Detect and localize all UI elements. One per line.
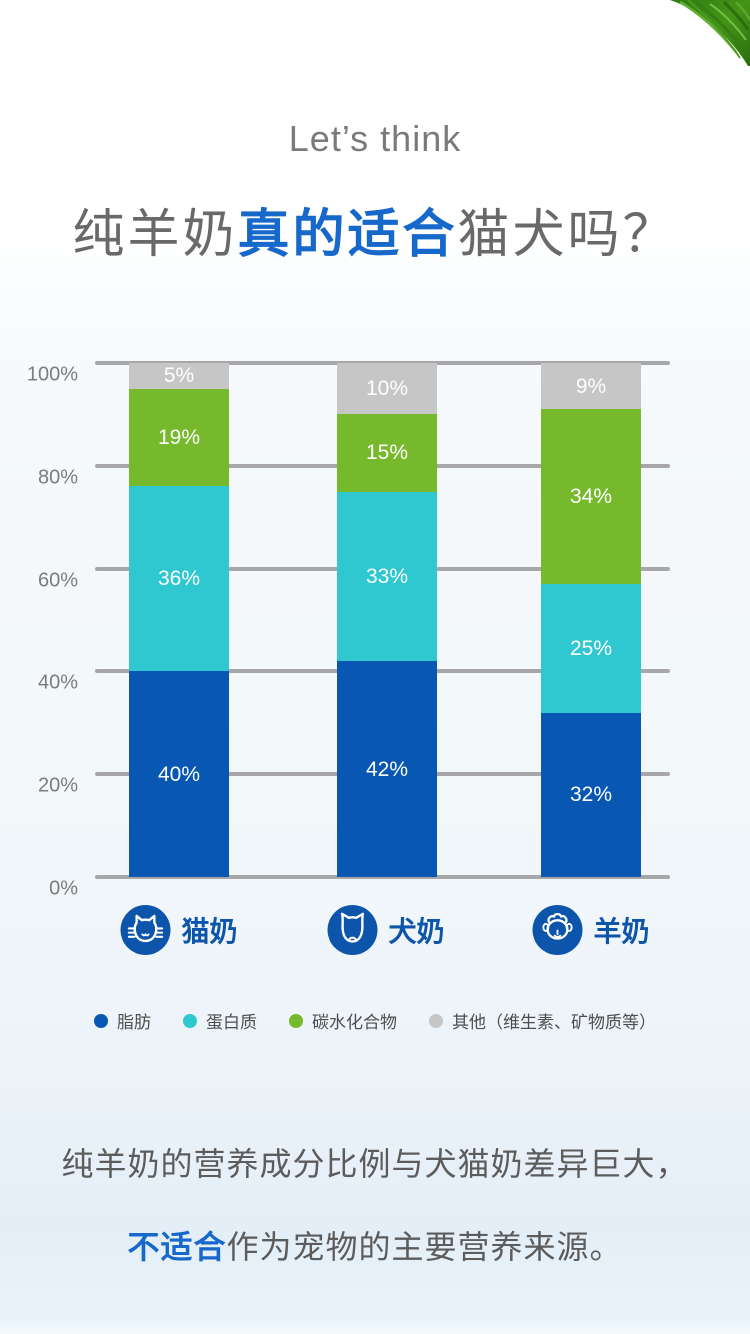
- bar-segment-fat: 42%: [337, 661, 437, 877]
- bar-segment-value: 36%: [157, 567, 201, 591]
- bar-segment-carbohydrate: 15%: [337, 414, 437, 492]
- bar-segment-value: 42%: [365, 757, 409, 781]
- category-label: 猫奶: [181, 916, 238, 947]
- y-axis-tick-label: 100%: [26, 363, 78, 386]
- bar-segment-value: 32%: [569, 783, 613, 807]
- legend-dot-other: [429, 1013, 443, 1028]
- category-item-dog-milk: 犬奶: [327, 905, 445, 955]
- legend-item-protein: 蛋白质: [183, 1008, 257, 1033]
- legend-dot-protein: [183, 1013, 197, 1028]
- conclusion-highlight: 不适合: [127, 1229, 227, 1265]
- legend-item-fat: 脂肪: [94, 1008, 151, 1033]
- bar-segment-other: 10%: [337, 363, 437, 415]
- bar-segment-value: 5%: [163, 364, 195, 388]
- category-item-goat-milk: 羊奶: [532, 905, 650, 955]
- gridline: [95, 361, 670, 365]
- page-title: 纯羊奶真的适合猫犬吗？: [0, 192, 750, 267]
- bar-segment-value: 33%: [365, 564, 409, 588]
- bar-segment-value: 9%: [575, 374, 607, 398]
- conclusion-rest: 作为宠物的主要营养来源。: [226, 1229, 623, 1265]
- bar-segment-carbohydrate: 34%: [541, 409, 641, 585]
- eyebrow-title: Let’s think: [288, 118, 462, 159]
- legend-label: 蛋白质: [206, 1013, 257, 1032]
- chart-legend: 脂肪 蛋白质 碳水化合物 其他（维生素、矿物质等）: [0, 1008, 750, 1033]
- bar-segment-value: 40%: [157, 762, 201, 786]
- bar-segment-fat: 40%: [129, 671, 229, 877]
- legend-item-carbohydrate: 碳水化合物: [289, 1008, 397, 1033]
- legend-label: 其他（维生素、矿物质等）: [452, 1013, 656, 1032]
- title-suffix: 猫犬吗？: [457, 206, 678, 264]
- bar-segment-carbohydrate: 19%: [129, 388, 229, 487]
- category-item-cat-milk: 猫奶: [120, 905, 238, 955]
- category-label-row: 猫奶 犬奶 羊奶: [0, 905, 750, 965]
- y-axis-tick-label: 0%: [49, 877, 78, 900]
- legend-dot-fat: [94, 1013, 108, 1028]
- bar-segment-protein: 25%: [541, 584, 641, 713]
- grass-icon: [670, 0, 750, 66]
- bar-column-cat-milk: 40% 36% 19% 5%: [129, 363, 229, 877]
- sheep-icon: [532, 905, 583, 955]
- y-axis-tick-label: 80%: [37, 466, 78, 489]
- bar-column-goat-milk: 32% 25% 34% 9%: [541, 363, 641, 877]
- cat-icon: [120, 905, 171, 955]
- bar-segment-other: 9%: [541, 363, 641, 410]
- title-highlight: 真的适合: [237, 206, 458, 264]
- y-axis-tick-label: 20%: [37, 774, 78, 797]
- grass-decoration: [670, 0, 750, 66]
- y-axis-tick-label: 40%: [37, 671, 78, 694]
- category-label: 羊奶: [593, 916, 650, 947]
- bar-segment-other: 5%: [129, 363, 229, 389]
- stacked-bar-chart: 0% 20% 40% 60% 80% 100% 40% 36% 19% 5% 42% 33% 15% 10…: [27, 361, 670, 900]
- legend-dot-carbohydrate: [289, 1013, 303, 1028]
- bar-segment-value: 34%: [569, 485, 613, 509]
- gridline: [95, 875, 670, 879]
- legend-label: 脂肪: [117, 1013, 151, 1032]
- category-label: 犬奶: [388, 916, 445, 947]
- title-prefix: 纯羊奶: [72, 206, 238, 264]
- conclusion-line-2: 不适合作为宠物的主要营养来源。: [0, 1222, 750, 1268]
- conclusion-line-1: 纯羊奶的营养成分比例与犬猫奶差异巨大，: [61, 1146, 689, 1182]
- bar-column-dog-milk: 42% 33% 15% 10%: [337, 363, 437, 877]
- legend-label: 碳水化合物: [312, 1013, 397, 1032]
- bar-segment-value: 15%: [365, 441, 409, 465]
- dog-icon: [327, 905, 378, 955]
- bar-segment-value: 25%: [569, 636, 613, 660]
- bar-segment-protein: 33%: [337, 491, 437, 662]
- bar-segment-value: 19%: [157, 426, 201, 450]
- bar-segment-protein: 36%: [129, 486, 229, 672]
- bar-segment-fat: 32%: [541, 712, 641, 877]
- bar-segment-value: 10%: [365, 377, 409, 401]
- legend-item-other: 其他（维生素、矿物质等）: [429, 1008, 656, 1033]
- y-axis-tick-label: 60%: [37, 569, 78, 592]
